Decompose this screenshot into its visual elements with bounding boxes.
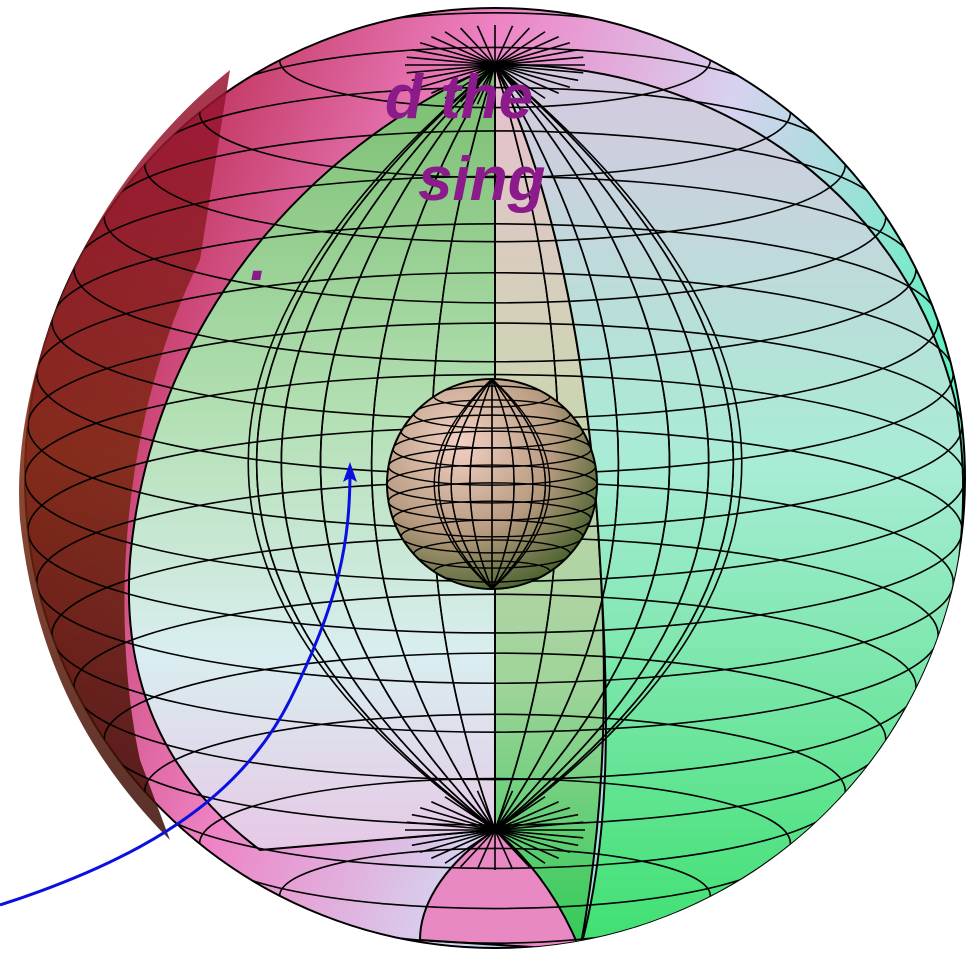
mesh-pole-spoke — [411, 64, 496, 82]
mesh-pole-spoke — [406, 56, 496, 66]
mesh-pole-spoke — [476, 829, 496, 870]
mesh-pole-spoke — [494, 64, 514, 105]
mesh-pole-spoke — [444, 829, 496, 864]
mesh-pole-spoke — [476, 64, 496, 105]
caption-line-1: d the — [385, 63, 533, 132]
mesh-pole-spoke — [494, 829, 546, 864]
mesh-pole-spoke — [494, 56, 584, 66]
pointer-arrow — [0, 462, 357, 907]
mesh-pole-spoke — [494, 25, 514, 66]
mesh-meridian — [494, 64, 734, 831]
inner-meridian — [433, 379, 493, 589]
mesh-pole-spoke — [431, 35, 496, 66]
mesh-pole-spoke — [459, 792, 496, 831]
mesh-pole-spoke — [444, 796, 496, 831]
caption-line-3: . — [250, 225, 267, 294]
mesh-pole-spoke — [494, 800, 559, 831]
mesh-pole-spoke — [476, 25, 496, 66]
mesh-pole-spoke — [494, 64, 579, 82]
mesh-pole-spoke — [444, 64, 496, 99]
mesh-pole-spoke — [406, 64, 496, 74]
mesh-pole-spoke — [411, 813, 496, 831]
mesh-pole-spoke — [494, 64, 571, 88]
mesh-pole-spoke — [494, 829, 571, 853]
mesh-pole-spoke — [431, 829, 496, 860]
mesh-pole-spoke — [494, 829, 531, 868]
mesh-pole-spoke — [494, 64, 546, 99]
inner-sphere — [386, 378, 598, 590]
mesh-pole-spoke — [494, 796, 546, 831]
mesh-meridian — [319, 64, 496, 831]
mesh-pole-spoke — [494, 813, 579, 831]
arrowhead-icon — [343, 462, 357, 482]
mesh-pole-spoke — [494, 64, 559, 95]
inner-meridian — [491, 379, 546, 589]
mesh-pole-spoke — [476, 790, 496, 831]
mesh-pole-spoke — [431, 64, 496, 95]
inner-meridian — [450, 379, 493, 589]
mesh-pole-spoke — [494, 31, 546, 66]
mesh-meridian — [247, 64, 496, 831]
mesh-pole-spoke — [494, 829, 514, 870]
inner-meridian — [438, 379, 493, 589]
mesh-pole-spoke — [494, 821, 584, 831]
mesh-pole-spoke — [419, 42, 496, 66]
inner-meridian — [491, 379, 534, 589]
mesh-pole-spoke — [406, 829, 496, 839]
mesh-pole-spoke — [494, 35, 559, 66]
inner-meridian — [469, 379, 493, 589]
mesh-meridian — [494, 64, 710, 831]
inner-meridian — [491, 379, 515, 589]
outer-shell-left-rim — [19, 70, 230, 840]
caption: d the sing . — [250, 63, 545, 294]
mesh-meridian — [370, 64, 496, 831]
inner-meridian — [491, 379, 551, 589]
mesh-pole-spoke — [494, 829, 584, 839]
mesh-meridian — [494, 64, 743, 831]
mesh-pole-spoke — [419, 64, 496, 88]
mesh-meridian — [280, 64, 496, 831]
mesh-meridian — [494, 64, 620, 831]
mesh-pole-spoke — [406, 821, 496, 831]
mesh-pole-spoke — [494, 64, 584, 74]
mesh-pole-spoke — [411, 48, 496, 66]
mesh-pole-spoke — [494, 48, 579, 66]
mesh-pole-spoke — [444, 31, 496, 66]
mesh-pole-spoke — [494, 829, 579, 847]
caption-line-2: sing — [418, 145, 545, 214]
mesh-meridian — [494, 64, 671, 831]
mesh-pole-spoke — [459, 829, 496, 868]
mesh-pole-spoke — [494, 829, 559, 860]
mesh-pole-spoke — [494, 27, 531, 66]
mesh-pole-spoke — [494, 807, 571, 831]
bottom-notch — [418, 828, 582, 948]
mesh-pole-spoke — [411, 829, 496, 847]
mesh-pole-spoke — [431, 800, 496, 831]
mesh-meridian — [256, 64, 496, 831]
mesh-pole-spoke — [494, 64, 531, 103]
arrow-curve — [0, 469, 352, 907]
mesh-pole-spoke — [494, 792, 531, 831]
mesh-pole-spoke — [459, 27, 496, 66]
mesh-pole-spoke — [419, 829, 496, 853]
mesh-pole-spoke — [459, 64, 496, 103]
mesh-pole-spoke — [494, 790, 514, 831]
mesh-pole-spoke — [494, 42, 571, 66]
mesh-pole-spoke — [419, 807, 496, 831]
